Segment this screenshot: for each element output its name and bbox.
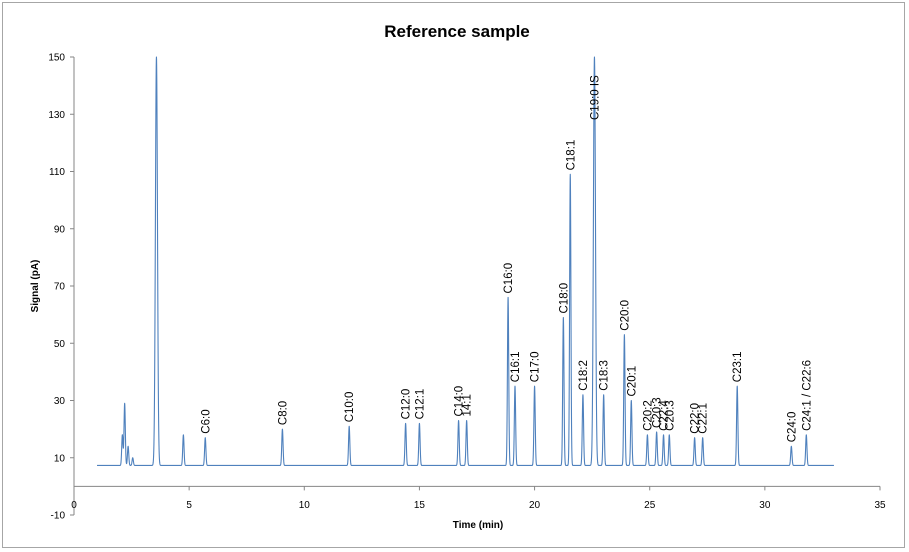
y-tick-label: 130 (48, 110, 65, 121)
peak-label: C22:4 (659, 400, 671, 431)
y-tick-label: 70 (54, 282, 66, 293)
tick-labels: -10 10 30 50 70 90 110 130 150 0 5 10 15 20 25 30 35 (48, 53, 886, 522)
x-tick-label: 10 (299, 500, 311, 511)
x-tick-label: 30 (759, 500, 771, 511)
y-tick-label: 110 (49, 167, 65, 178)
y-tick-label: 10 (54, 453, 66, 464)
peak-label: C12:0 (401, 389, 413, 420)
peak-label: C16:1 (510, 352, 522, 383)
axes (70, 56, 881, 516)
x-tick-label: 0 (71, 500, 77, 511)
signal-trace (96, 56, 835, 467)
peak-label: C20:2 (642, 400, 654, 431)
y-tick-label: 90 (54, 224, 66, 235)
peak-label: C23:1 (732, 352, 744, 383)
x-axis-label: Time (min) (453, 520, 503, 531)
peak-label: C18:1 (565, 140, 577, 171)
y-tick-label: 50 (54, 339, 66, 350)
x-tick-label: 20 (529, 500, 541, 511)
peak-label: C18:3 (599, 360, 611, 391)
peak-label: C20:3 (652, 397, 664, 428)
x-tick-label: 35 (874, 500, 886, 511)
peak-label: C18:2 (578, 360, 590, 391)
peak-label: C12:1 (414, 389, 426, 420)
peak-label: C14:0 (454, 386, 466, 417)
peak-label: C22:1 (698, 403, 710, 434)
x-tick-label: 25 (644, 500, 656, 511)
peak-label: C20:0 (619, 300, 631, 331)
y-tick-label: 150 (48, 53, 65, 64)
peak-label: C10:0 (344, 392, 356, 423)
chart-title: Reference sample (384, 22, 530, 41)
peak-label: C22:0 (690, 403, 702, 434)
peak-label: C24:1 / C22:6 (801, 360, 813, 431)
x-tick-label: 5 (186, 500, 192, 511)
peak-label: C18:0 (558, 283, 570, 314)
peak-label: C24:0 (786, 412, 798, 443)
peak-label: 14:1 (462, 394, 474, 416)
peak-label: C17:0 (530, 352, 542, 383)
x-tick-label: 15 (414, 500, 426, 511)
y-tick-label: -10 (51, 511, 66, 522)
peak-label: C16:0 (503, 263, 515, 294)
y-tick-label: 30 (54, 396, 66, 407)
peak-labels: C6:0 C8:0 C10:0 C12:0 C12:1 C14:014:1 C16:0 C16… (200, 75, 813, 442)
peak-label: C6:0 (200, 409, 212, 433)
peak-label: C19:0 IS (589, 75, 601, 120)
peak-label: C20:3 (664, 400, 676, 431)
y-axis-label: Signal (pA) (30, 260, 41, 313)
peak-label: C20:1 (626, 366, 638, 397)
peak-label: C8:0 (277, 401, 289, 425)
